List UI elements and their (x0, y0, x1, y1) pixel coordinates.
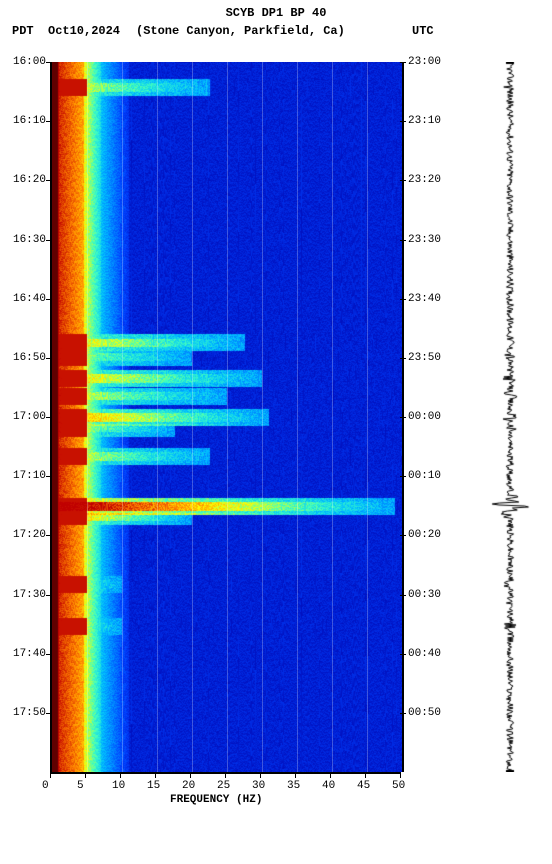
time-tick-label: 23:10 (408, 115, 441, 127)
time-tick-label: 00:00 (408, 411, 441, 423)
freq-tick-label: 45 (357, 780, 370, 792)
tick-mark (46, 535, 52, 536)
time-tick-label: 23:20 (408, 174, 441, 186)
freq-tick-label: 25 (217, 780, 230, 792)
time-tick-label: 23:40 (408, 293, 441, 305)
time-tick-label: 23:30 (408, 234, 441, 246)
freq-tick-label: 40 (322, 780, 335, 792)
location-label: (Stone Canyon, Parkfield, Ca) (136, 24, 345, 38)
freq-tick-label: 20 (182, 780, 195, 792)
tick-mark (46, 62, 52, 63)
tick-mark (400, 358, 406, 359)
time-tick-label: 16:10 (13, 115, 46, 127)
gridline (157, 62, 158, 772)
tick-mark (46, 240, 52, 241)
gridline (297, 62, 298, 772)
tick-mark (46, 121, 52, 122)
gridline (192, 62, 193, 772)
tick-mark (400, 654, 406, 655)
tz-left-label: PDT (12, 24, 34, 38)
time-tick-label: 16:50 (13, 352, 46, 364)
time-tick-label: 00:30 (408, 589, 441, 601)
gridline (367, 62, 368, 772)
freq-tick-label: 50 (392, 780, 405, 792)
gridline (227, 62, 228, 772)
gridline (122, 62, 123, 772)
tick-mark (400, 121, 406, 122)
spectrogram-plot (50, 62, 404, 772)
time-tick-label: 00:10 (408, 470, 441, 482)
tick-mark (46, 299, 52, 300)
time-tick-label: 23:50 (408, 352, 441, 364)
tick-mark (46, 654, 52, 655)
waveform-canvas (490, 62, 530, 772)
time-tick-label: 16:30 (13, 234, 46, 246)
tick-mark (46, 713, 52, 714)
tick-mark (46, 180, 52, 181)
time-tick-label: 17:10 (13, 470, 46, 482)
gridline (87, 62, 88, 772)
gridline (262, 62, 263, 772)
tick-mark (400, 417, 406, 418)
tick-mark (400, 62, 406, 63)
freq-tick-label: 30 (252, 780, 265, 792)
time-tick-label: 16:00 (13, 56, 46, 68)
tick-mark (400, 535, 406, 536)
freq-tick-label: 0 (42, 780, 49, 792)
time-tick-label: 17:50 (13, 707, 46, 719)
time-tick-label: 00:20 (408, 529, 441, 541)
tick-mark (400, 240, 406, 241)
freq-tick-label: 35 (287, 780, 300, 792)
date-label: Oct10,2024 (48, 24, 120, 38)
time-tick-label: 00:50 (408, 707, 441, 719)
tick-mark (400, 180, 406, 181)
freq-tick-label: 5 (77, 780, 84, 792)
tick-mark (46, 476, 52, 477)
time-tick-label: 17:40 (13, 648, 46, 660)
time-tick-label: 16:20 (13, 174, 46, 186)
tz-right-label: UTC (412, 24, 434, 38)
waveform-panel (490, 62, 530, 772)
time-tick-label: 16:40 (13, 293, 46, 305)
tick-mark (46, 417, 52, 418)
time-tick-label: 23:00 (408, 56, 441, 68)
freq-tick-label: 10 (112, 780, 125, 792)
time-tick-label: 17:30 (13, 589, 46, 601)
tick-mark (400, 713, 406, 714)
time-tick-label: 17:20 (13, 529, 46, 541)
time-tick-label: 17:00 (13, 411, 46, 423)
tick-mark (46, 595, 52, 596)
tick-mark (400, 595, 406, 596)
gridline (332, 62, 333, 772)
time-tick-label: 00:40 (408, 648, 441, 660)
chart-title: SCYB DP1 BP 40 (0, 6, 552, 20)
tick-mark (400, 299, 406, 300)
freq-tick-label: 15 (147, 780, 160, 792)
x-axis-line (50, 772, 400, 774)
tick-mark (400, 772, 401, 778)
tick-mark (46, 358, 52, 359)
x-axis-title: FREQUENCY (HZ) (170, 794, 262, 806)
tick-mark (400, 476, 406, 477)
